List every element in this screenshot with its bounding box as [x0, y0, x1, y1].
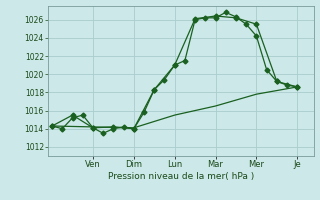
X-axis label: Pression niveau de la mer( hPa ): Pression niveau de la mer( hPa )	[108, 172, 254, 181]
